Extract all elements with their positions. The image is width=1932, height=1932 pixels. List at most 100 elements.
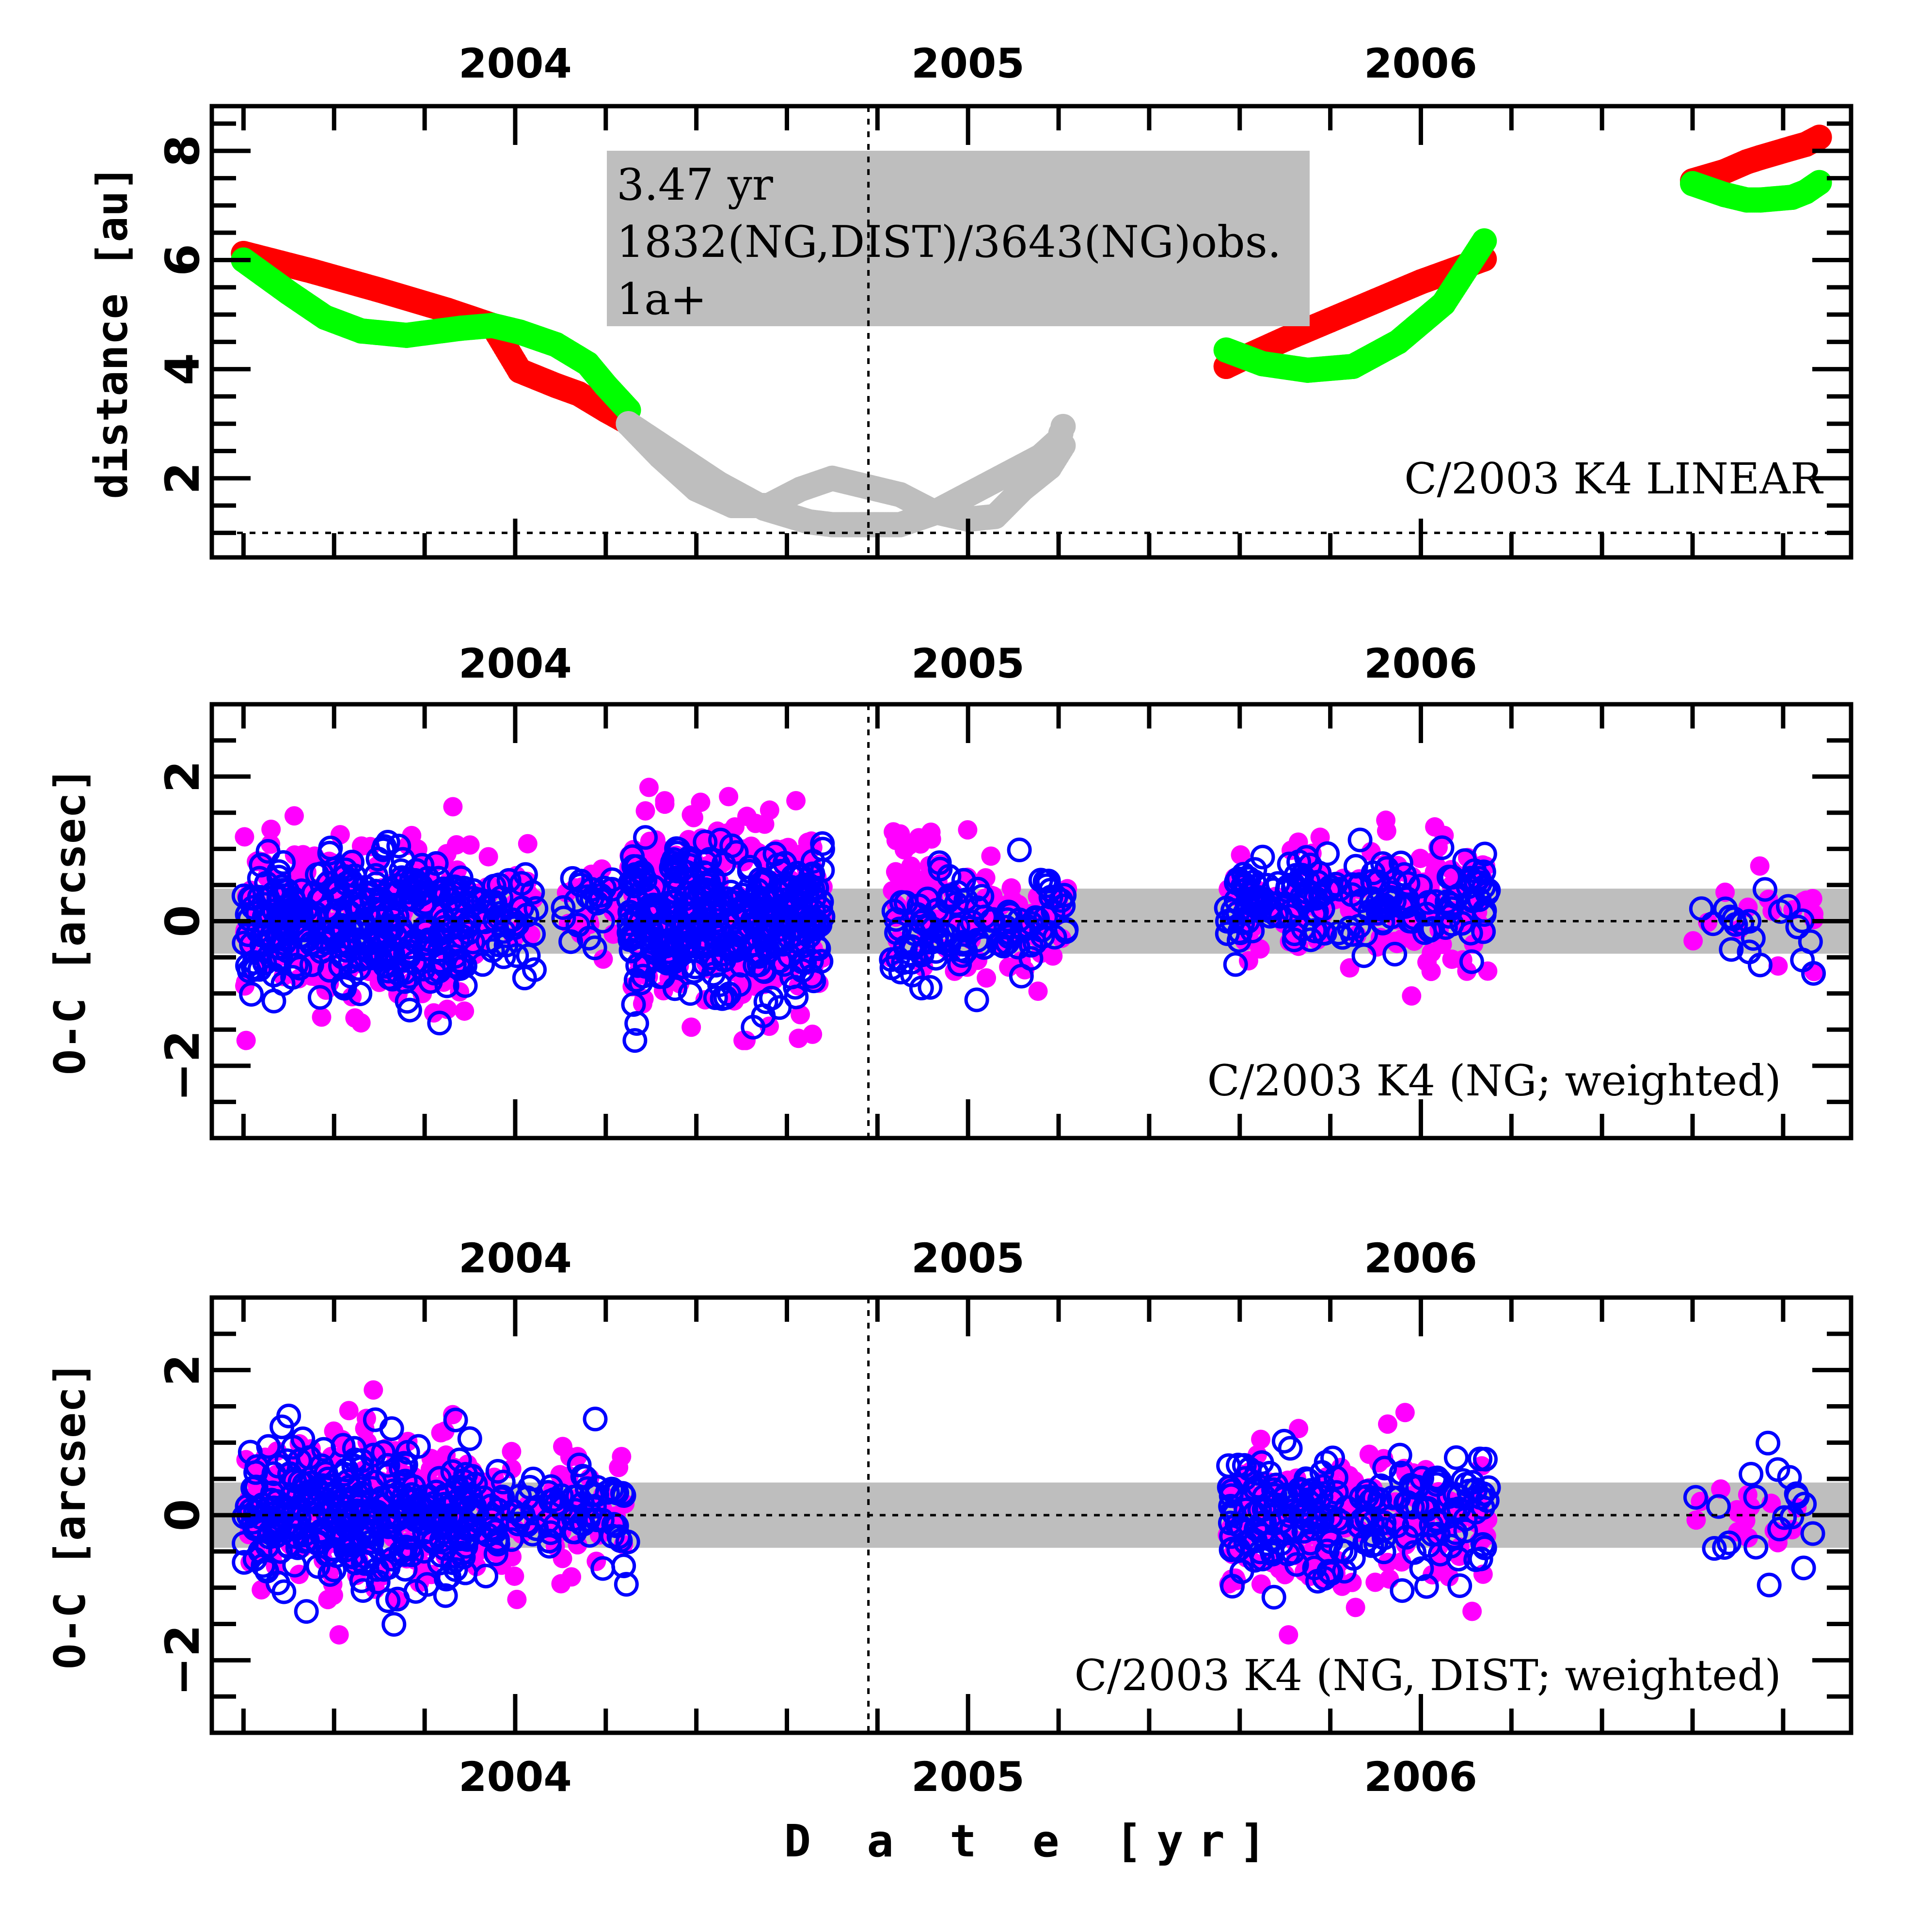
data-point: [677, 914, 702, 939]
y-axis-title-distance: distance [au]: [87, 165, 137, 499]
data-point: [399, 1542, 424, 1568]
data-point: [238, 886, 263, 911]
data-point: [727, 936, 752, 961]
data-point: [1007, 838, 1032, 863]
data-point: [1033, 905, 1058, 930]
data-point: [358, 945, 383, 970]
data-point: [1414, 902, 1439, 927]
data-point: [1459, 949, 1484, 974]
y-axis-title-residuals-ng-dist: O-C [arcsec]: [45, 1361, 95, 1669]
data-point: [1706, 1494, 1731, 1519]
panel-label-residuals-ng: C/2003 K4 (NG; weighted): [1207, 1056, 1781, 1106]
data-point: [381, 1612, 407, 1637]
data-point: [976, 868, 996, 888]
data-point: [1048, 888, 1074, 913]
data-point: [386, 834, 412, 859]
data-point: [980, 907, 1005, 932]
data-point: [935, 888, 961, 914]
residuals-ng-dist-marks: [232, 1380, 1825, 1645]
data-point: [768, 859, 793, 884]
data-point: [301, 880, 326, 905]
data-point: [1229, 1559, 1254, 1584]
data-point: [1719, 937, 1744, 962]
data-point: [1382, 941, 1408, 966]
data-point: [1443, 884, 1469, 909]
data-point: [1250, 939, 1270, 959]
data-point: [805, 911, 830, 936]
data-point: [1220, 1500, 1246, 1525]
data-point: [647, 443, 673, 469]
data-point: [333, 857, 358, 883]
data-point: [431, 876, 456, 902]
y-tick-label: 4: [156, 353, 210, 385]
data-point: [347, 1473, 372, 1498]
data-point: [675, 860, 700, 885]
data-point: [1711, 159, 1737, 185]
data-point: [485, 1497, 510, 1522]
data-point: [1219, 1483, 1244, 1508]
data-point: [1711, 182, 1737, 207]
data-point: [543, 332, 569, 357]
data-point: [262, 1518, 287, 1543]
data-point: [1447, 1573, 1473, 1599]
data-point: [421, 1526, 446, 1552]
data-point: [1037, 455, 1062, 480]
data-point: [1251, 1429, 1271, 1449]
data-point: [1340, 353, 1366, 379]
data-point: [1261, 1526, 1286, 1551]
data-point: [427, 937, 452, 963]
data-point: [502, 1441, 522, 1461]
data-point: [293, 845, 313, 865]
data-point: [600, 1523, 625, 1549]
data-point: [553, 1549, 572, 1568]
y-tick-label: 2: [156, 760, 210, 793]
y-tick-label: 6: [156, 244, 210, 276]
data-point: [772, 912, 797, 937]
data-point: [1395, 1403, 1415, 1423]
data-point: [1420, 916, 1445, 941]
data-point: [364, 863, 389, 888]
data-point: [575, 351, 601, 377]
data-point: [633, 825, 658, 850]
info-box-line-2: 1832(NG,DIST)/3643(NG)obs.: [617, 217, 1282, 268]
panel-label-residuals-ng-dist: C/2003 K4 (NG, DIST; weighted): [1075, 1650, 1782, 1700]
data-point: [329, 1625, 349, 1645]
data-point: [1385, 329, 1411, 355]
data-point: [628, 868, 653, 893]
data-point: [1472, 898, 1497, 923]
data-point: [621, 873, 647, 899]
distance-marks: [231, 125, 1832, 538]
bottom-year-label-2005: 2005: [911, 1753, 1025, 1801]
y-tick-label: −2: [156, 1625, 210, 1696]
data-point: [247, 866, 272, 891]
data-point: [674, 903, 699, 928]
data-point: [434, 973, 459, 998]
data-point: [363, 1407, 388, 1432]
data-point: [377, 876, 402, 901]
data-point: [615, 1529, 640, 1554]
data-point: [435, 1421, 455, 1441]
data-point: [725, 817, 745, 837]
data-point: [1414, 1574, 1439, 1599]
data-point: [1249, 1511, 1274, 1536]
data-point: [1728, 1503, 1748, 1523]
data-point: [755, 814, 775, 834]
data-point: [691, 792, 711, 812]
data-point: [1801, 961, 1826, 986]
data-point: [1739, 1462, 1764, 1487]
data-point: [269, 1414, 295, 1440]
data-point: [1216, 1453, 1241, 1478]
data-point: [977, 968, 997, 988]
data-point: [797, 509, 823, 535]
data-point: [1294, 1507, 1319, 1532]
data-point: [312, 1007, 332, 1027]
data-point: [505, 1566, 524, 1586]
data-point: [1275, 1565, 1295, 1584]
data-point: [507, 1589, 527, 1609]
data-point: [703, 903, 728, 929]
data-point: [1223, 952, 1248, 977]
data-point: [1284, 1552, 1309, 1577]
data-point: [294, 1599, 319, 1624]
data-point: [1686, 1510, 1706, 1530]
data-point: [299, 931, 324, 956]
